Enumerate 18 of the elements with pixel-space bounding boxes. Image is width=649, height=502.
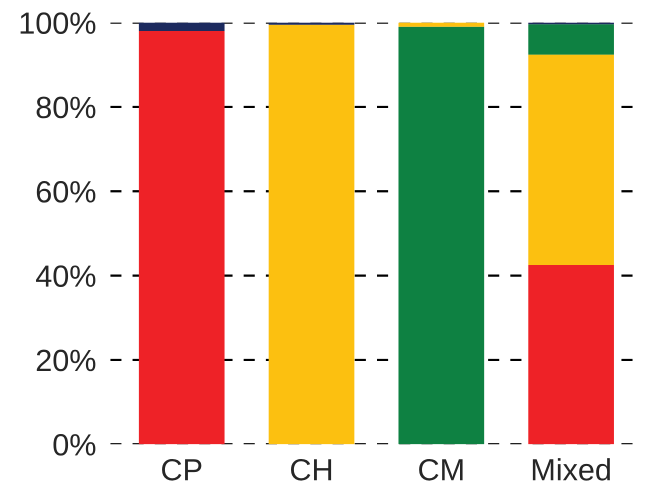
y-tick-label: 20% (36, 350, 96, 372)
y-tick-label: 0% (53, 434, 96, 456)
bar (528, 265, 614, 444)
y-tick-label: 100% (20, 12, 96, 34)
x-tick-label: CH (291, 458, 332, 481)
y-tick-label: 40% (36, 265, 96, 287)
bar (528, 24, 614, 55)
bar (138, 22, 225, 32)
bar (268, 24, 354, 444)
bar (398, 22, 484, 27)
x-tick-label: CM (419, 458, 463, 481)
y-tick-label: 80% (36, 96, 96, 118)
x-tick-label: Mixed (532, 458, 610, 481)
bar (528, 54, 614, 266)
bar (138, 31, 225, 444)
x-tick-label: CP (162, 458, 202, 481)
y-tick-label: 60% (36, 180, 96, 203)
bar (398, 26, 484, 444)
